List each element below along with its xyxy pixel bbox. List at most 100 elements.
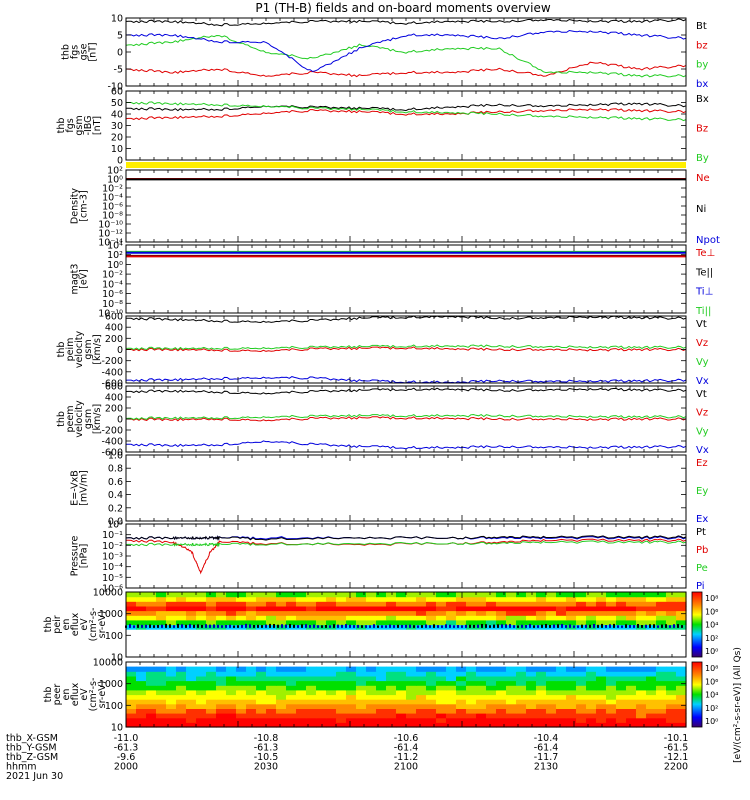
spectrogram-cell <box>326 717 337 723</box>
spectrogram-cell <box>256 708 267 714</box>
y-tick-label: 0.2 <box>108 503 123 514</box>
spectrogram-cell <box>456 675 467 682</box>
spectrogram-cell <box>496 619 507 626</box>
spectrogram-cell <box>516 694 527 700</box>
spectrogram-cell <box>596 680 607 686</box>
spectrogram-cell <box>246 671 257 677</box>
spectrogram-cell <box>176 671 187 677</box>
spectrogram-cell <box>516 708 527 714</box>
spectrogram-cell <box>156 596 167 602</box>
panel-8: 10⁸ 10⁶ 10⁴ 10² 10⁰ 10000 1000 100 10 thbpeirenef… <box>43 588 718 664</box>
spectrogram-cell <box>206 615 217 621</box>
spectrogram-cell <box>526 666 537 672</box>
spectrogram-cell <box>616 685 627 691</box>
spectrogram-cell <box>366 708 377 714</box>
spectrogram-cell <box>216 601 227 607</box>
spectrogram-cell <box>206 713 217 719</box>
spectrogram-cell <box>216 694 227 700</box>
panel-9: 10⁸ 10⁶ 10⁴ 10² 10⁰ 10000 1000 100 10 thbpeerenef… <box>43 658 718 734</box>
spectrogram-cell <box>196 708 207 714</box>
spectrogram-cell <box>536 601 547 607</box>
spectrogram-cell <box>376 671 387 677</box>
spectrogram-cell <box>496 671 507 677</box>
spectrogram-cell <box>306 703 317 709</box>
spectrogram-cell <box>236 708 247 714</box>
panels: Btbzbybx1050-5-10thbfgsgse[nT]BxBzBy6050… <box>43 14 720 734</box>
spectrogram-cell <box>486 666 497 672</box>
spectrogram-cell <box>446 685 457 691</box>
spectrogram-cell <box>436 717 447 723</box>
spectrogram-cell <box>216 605 227 612</box>
spectrogram-cell <box>266 666 277 672</box>
spectrogram-cell <box>326 703 337 709</box>
spectrogram-cell <box>386 615 397 621</box>
spectrogram-cell <box>666 713 677 719</box>
spectrogram-cell <box>646 717 657 723</box>
spectrogram-cell <box>536 713 547 719</box>
y-axis-label: thb <box>43 617 54 633</box>
series-pt <box>125 535 687 541</box>
spectrogram-cell <box>156 713 167 719</box>
spectrogram-cell <box>626 722 637 728</box>
spectrogram-cell <box>156 592 167 598</box>
spectrogram-cell <box>416 675 427 682</box>
spectrogram-cell <box>516 601 527 607</box>
legend-label: Vy <box>696 357 709 368</box>
legend-label: Vz <box>696 408 708 419</box>
spectrogram-cell <box>306 596 317 602</box>
spectrogram-cell <box>246 675 257 682</box>
spectrogram-cell <box>216 666 227 672</box>
spectrogram-cell <box>646 680 657 686</box>
spectrogram-cell <box>406 675 417 682</box>
spectrogram-cell <box>196 675 207 682</box>
spectrogram-cell <box>326 619 337 626</box>
spectrogram-cell <box>156 675 167 682</box>
spectrogram-cell <box>416 596 427 602</box>
spectrogram-cell <box>556 601 567 607</box>
footer-row-label: thb_Y-GSM <box>6 743 57 754</box>
spectrogram-cell <box>236 694 247 700</box>
spectrogram-cell <box>426 592 437 598</box>
y-tick-label: 0 <box>117 48 123 59</box>
spectrogram-cell <box>636 592 647 598</box>
footer-value: -61.5 <box>664 743 689 754</box>
spectrogram-cell <box>646 689 657 696</box>
spectrogram-cell <box>256 666 267 672</box>
spectrogram-cell <box>366 703 377 709</box>
spectrogram-cell <box>486 675 497 682</box>
spectrogram-cell <box>466 671 477 677</box>
spectrogram-cell <box>306 699 317 705</box>
spectrogram-cell <box>476 615 487 621</box>
y-axis-label: [nT] <box>92 116 103 135</box>
spectrogram-cell <box>586 703 597 709</box>
spectrogram-cell <box>126 694 137 700</box>
spectrogram-cell <box>556 619 567 626</box>
spectrogram-cell <box>186 624 197 630</box>
spectrogram-cell <box>296 601 307 607</box>
spectrogram-cell <box>146 713 157 719</box>
footer-value: 2100 <box>394 762 418 773</box>
spectrogram-cell <box>266 689 277 696</box>
spectrogram-cell <box>166 671 177 677</box>
spectrogram-cell <box>406 694 417 700</box>
spectrogram-cell <box>446 694 457 700</box>
spectrogram-cell <box>676 666 687 672</box>
spectrogram-cell <box>536 596 547 602</box>
footer-value: -10.5 <box>254 752 279 763</box>
spectrogram-cell <box>676 605 687 612</box>
spectrogram-cell <box>426 689 437 696</box>
spectrogram-cell <box>136 666 147 672</box>
spectrogram-cell <box>646 601 657 607</box>
spectrogram-cell <box>246 699 257 705</box>
spectrogram-cell <box>306 671 317 677</box>
legend-label: by <box>696 60 708 71</box>
spectrogram-cell <box>186 601 197 607</box>
spectrogram-cell <box>456 666 467 672</box>
spectrogram-cell <box>666 685 677 691</box>
spectrogram-cell <box>466 619 477 626</box>
spectrogram-cell <box>306 615 317 621</box>
spectrogram-cell <box>226 601 237 607</box>
y-tick-label: 0.0 <box>108 517 123 528</box>
spectrogram-cell <box>336 666 347 672</box>
spectrogram-cell <box>256 610 267 616</box>
